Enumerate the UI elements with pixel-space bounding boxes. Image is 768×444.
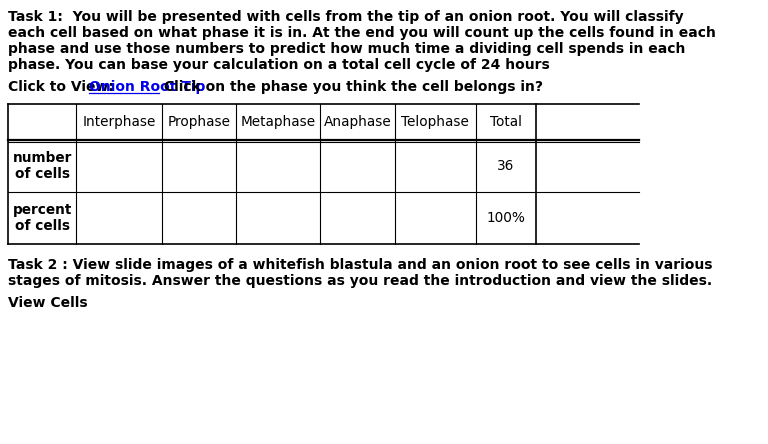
Text: 100%: 100% xyxy=(486,211,525,225)
Text: Prophase: Prophase xyxy=(167,115,230,129)
Text: Telophase: Telophase xyxy=(401,115,469,129)
Text: Task 1:  You will be presented with cells from the tip of an onion root. You wil: Task 1: You will be presented with cells… xyxy=(8,10,684,24)
Text: stages of mitosis. Answer the questions as you read the introduction and view th: stages of mitosis. Answer the questions … xyxy=(8,274,713,288)
Text: Onion Root Tip: Onion Root Tip xyxy=(89,80,205,94)
Text: Metaphase: Metaphase xyxy=(240,115,316,129)
Text: 36: 36 xyxy=(498,159,515,173)
Text: Click to View:: Click to View: xyxy=(8,80,124,94)
Text: Click on the phase you think the cell belongs in?: Click on the phase you think the cell be… xyxy=(159,80,543,94)
Text: Task 2 : View slide images of a whitefish blastula and an onion root to see cell: Task 2 : View slide images of a whitefis… xyxy=(8,258,713,272)
Text: Interphase: Interphase xyxy=(82,115,156,129)
Text: number
of cells: number of cells xyxy=(12,151,72,181)
Text: View Cells: View Cells xyxy=(8,296,88,310)
Text: each cell based on what phase it is in. At the end you will count up the cells f: each cell based on what phase it is in. … xyxy=(8,26,717,40)
Text: phase. You can base your calculation on a total cell cycle of 24 hours: phase. You can base your calculation on … xyxy=(8,58,550,72)
Text: Total: Total xyxy=(490,115,522,129)
Text: phase and use those numbers to predict how much time a dividing cell spends in e: phase and use those numbers to predict h… xyxy=(8,42,686,56)
Text: Anaphase: Anaphase xyxy=(323,115,392,129)
Text: percent
of cells: percent of cells xyxy=(12,203,72,233)
